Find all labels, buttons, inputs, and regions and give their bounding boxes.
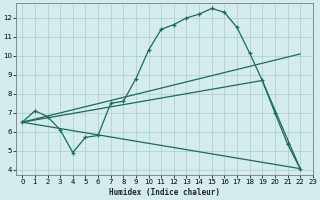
X-axis label: Humidex (Indice chaleur): Humidex (Indice chaleur) [109, 188, 220, 197]
